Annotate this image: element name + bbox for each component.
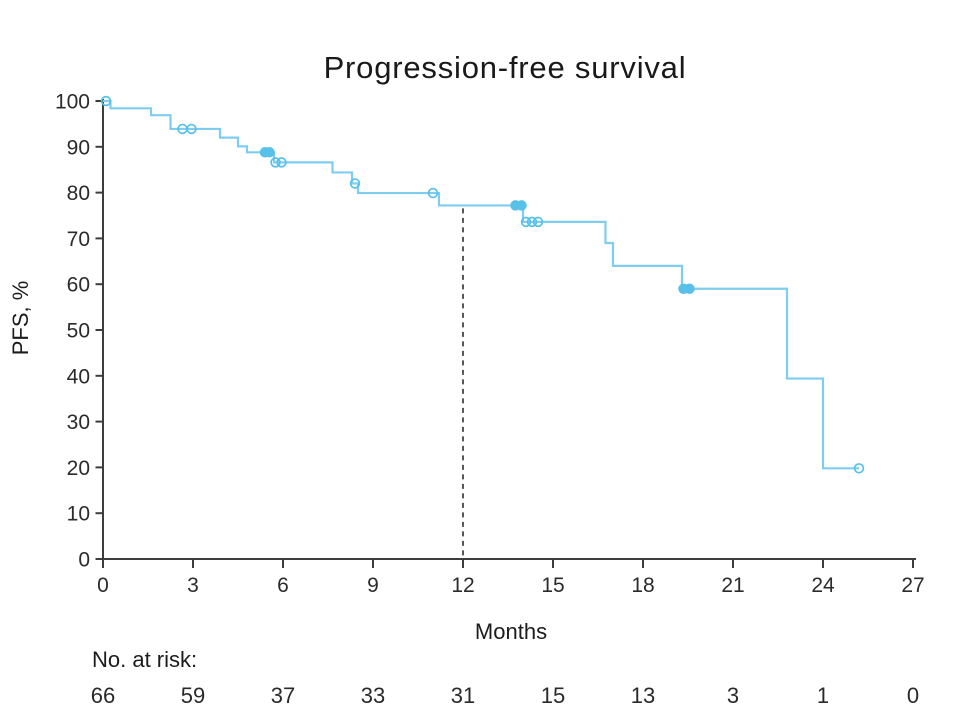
- censor-mark-open: [427, 187, 439, 199]
- pfs-step-curve: [103, 99, 859, 470]
- x-tick-label: 27: [901, 574, 924, 597]
- risk-values-row: 66 59 37 33 31 15 13 3 1 0: [91, 683, 919, 708]
- censor-mark-open: [276, 157, 287, 168]
- x-tick-label: 24: [811, 574, 835, 597]
- y-tick-label: 0: [78, 549, 90, 572]
- censor-mark-open: [520, 216, 532, 228]
- censor-mark-filled: [516, 200, 527, 211]
- censor-mark-open: [349, 178, 361, 189]
- x-tick-label: 12: [451, 574, 474, 597]
- censor-mark-filled: [684, 283, 695, 295]
- y-tick-label: 70: [67, 228, 90, 251]
- censor-mark-open: [853, 463, 865, 474]
- risk-count: 33: [361, 683, 385, 708]
- km-curve: [103, 99, 859, 470]
- y-tick-label: 20: [67, 457, 90, 480]
- risk-count: 59: [181, 683, 205, 708]
- censor-mark-open: [186, 123, 197, 135]
- y-tick-label: 40: [67, 365, 90, 388]
- censor-marks: [100, 95, 865, 474]
- risk-count: 37: [271, 683, 295, 708]
- y-tick-label: 90: [67, 136, 90, 159]
- y-tick-label: 80: [67, 182, 90, 205]
- x-axis-label: Months: [475, 619, 547, 644]
- y-tick-label: 30: [67, 411, 90, 434]
- axes: 0 10 20 30 40 50 60 70 80 90 100 0 3 6 9 12 15 18 21 24 27: [55, 91, 925, 598]
- risk-count: 0: [907, 683, 919, 708]
- censor-mark-open: [532, 216, 544, 228]
- x-tick-label: 9: [367, 574, 379, 597]
- y-axis-label: PFS, %: [8, 281, 33, 356]
- risk-count: 1: [817, 683, 829, 708]
- x-tick-label: 18: [631, 574, 654, 597]
- y-tick-label: 10: [67, 503, 90, 526]
- x-tick-label: 15: [541, 574, 564, 597]
- risk-count: 3: [727, 683, 739, 708]
- risk-count: 13: [631, 683, 655, 708]
- risk-count: 15: [541, 683, 565, 708]
- y-tick-label: 50: [67, 320, 90, 343]
- censor-mark-open: [526, 216, 538, 228]
- censor-mark-open: [270, 157, 281, 168]
- censor-mark-open: [100, 95, 112, 107]
- risk-count: 66: [91, 683, 115, 708]
- x-tick-label: 21: [721, 574, 744, 597]
- risk-table-label: No. at risk:: [92, 647, 197, 672]
- censor-mark-filled: [264, 147, 275, 158]
- x-tick-label: 6: [277, 574, 289, 597]
- risk-count: 31: [451, 683, 475, 708]
- x-tick-label: 3: [187, 574, 199, 597]
- chart-title: Progression-free survival: [324, 50, 687, 85]
- y-tick-label: 60: [67, 274, 90, 297]
- y-tick-label: 100: [55, 91, 90, 114]
- x-tick-label: 0: [97, 574, 109, 597]
